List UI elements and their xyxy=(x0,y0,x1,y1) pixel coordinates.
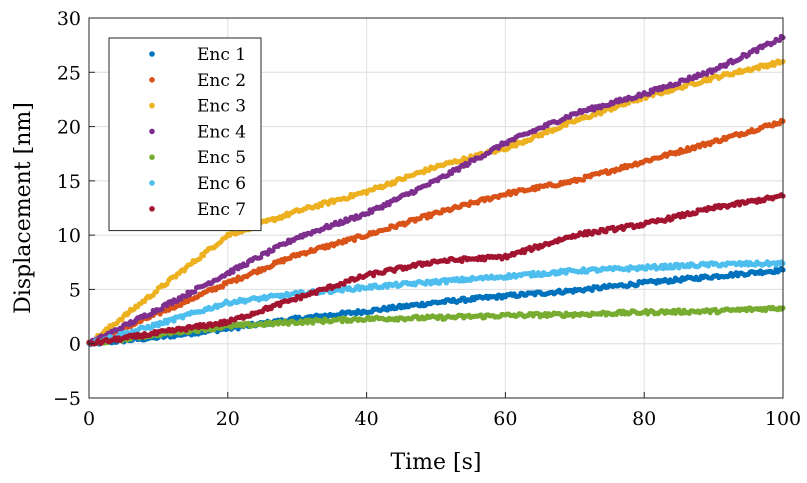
legend-item: Enc 2 xyxy=(149,71,246,91)
legend-box xyxy=(108,37,262,232)
legend-label: Enc 7 xyxy=(197,200,246,220)
data-point xyxy=(754,49,760,55)
y-tick-label: 20 xyxy=(57,117,81,139)
data-point xyxy=(449,170,455,177)
legend-item: Enc 6 xyxy=(149,174,246,194)
legend-marker xyxy=(149,154,155,160)
series-7 xyxy=(86,192,786,347)
legend-label: Enc 5 xyxy=(197,148,246,168)
legend-item: Enc 5 xyxy=(149,148,246,168)
legend: Enc 1 Enc 2 Enc 3 Enc 4 Enc 5 Enc 6 Enc 7 xyxy=(108,37,262,232)
legend-label: Enc 1 xyxy=(197,45,246,65)
legend-label: Enc 6 xyxy=(197,174,246,194)
data-point xyxy=(265,251,271,257)
legend-marker xyxy=(149,180,155,186)
x-tick-label: 100 xyxy=(765,408,801,430)
plot-frame xyxy=(88,17,784,399)
data-point xyxy=(230,269,236,275)
data-point xyxy=(192,289,198,295)
legend-marker xyxy=(149,128,155,135)
x-axis-ticks: 0 20 40 60 80 100 xyxy=(83,392,801,430)
y-tick-label: 15 xyxy=(57,171,81,193)
y-axis-label: Displacement [nm] xyxy=(11,102,36,314)
x-tick-label: 20 xyxy=(216,408,240,430)
legend-label: Enc 2 xyxy=(197,71,246,91)
data-point xyxy=(219,284,226,290)
data-point xyxy=(513,143,519,149)
legend-item: Enc 4 xyxy=(149,122,246,142)
legend-marker xyxy=(149,206,155,212)
y-tick-label: 5 xyxy=(69,279,81,301)
legend-marker xyxy=(149,77,155,83)
series-5 xyxy=(86,304,786,347)
data-point xyxy=(197,256,203,262)
legend-label: Enc 4 xyxy=(197,122,246,142)
legend-item: Enc 1 xyxy=(149,45,246,65)
series-layer xyxy=(86,33,786,348)
data-point xyxy=(580,177,587,183)
x-axis-label: Time [s] xyxy=(390,450,481,475)
series-4 xyxy=(86,33,786,348)
legend-item: Enc 3 xyxy=(149,97,246,117)
legend-marker xyxy=(149,102,155,109)
series-3 xyxy=(86,58,786,346)
x-tick-label: 80 xyxy=(632,408,656,430)
legend-item: Enc 7 xyxy=(149,200,246,220)
y-tick-label: −5 xyxy=(53,388,81,410)
y-tick-label: 0 xyxy=(69,334,81,356)
series-6 xyxy=(86,259,786,347)
legend-label: Enc 3 xyxy=(197,97,246,117)
y-tick-label: 30 xyxy=(57,8,81,30)
x-tick-label: 60 xyxy=(493,408,517,430)
data-point xyxy=(776,37,783,44)
data-point xyxy=(119,326,125,332)
y-tick-label: 10 xyxy=(57,225,81,247)
y-tick-label: 25 xyxy=(57,62,81,84)
legend-marker xyxy=(149,51,155,57)
x-tick-label: 0 xyxy=(83,408,95,430)
y-axis-ticks: −5 0 5 10 15 20 25 30 xyxy=(53,8,95,410)
x-tick-label: 40 xyxy=(355,408,379,430)
data-point xyxy=(171,318,177,324)
